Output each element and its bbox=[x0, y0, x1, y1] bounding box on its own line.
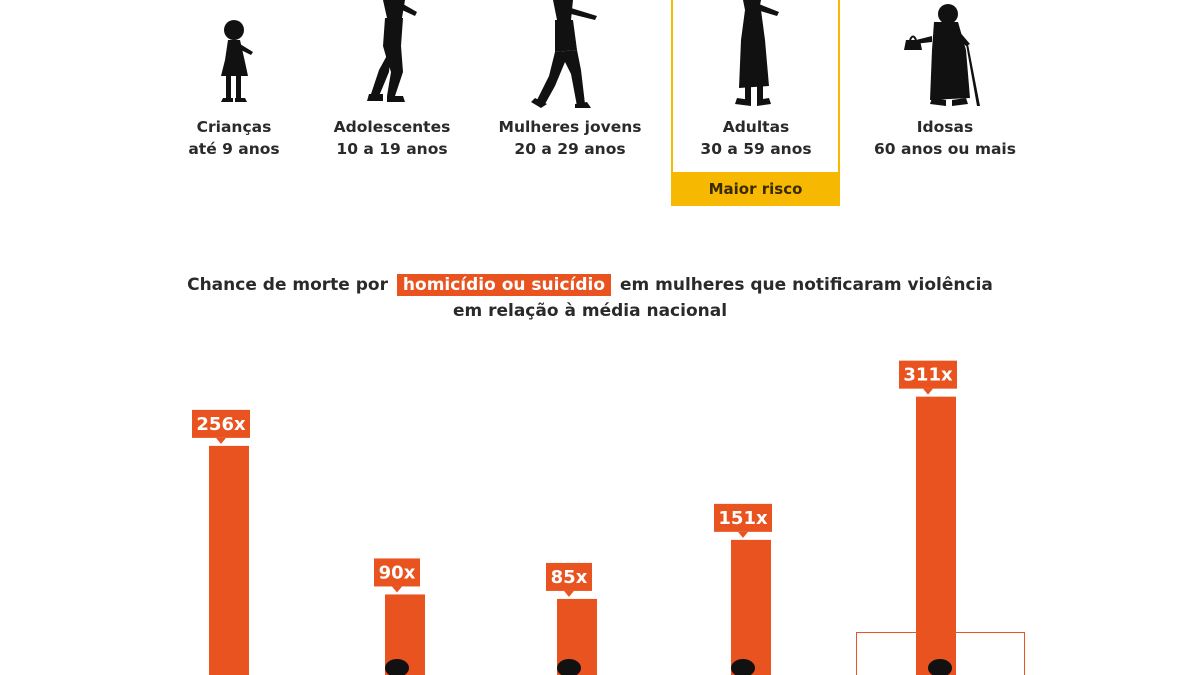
group-range: 20 a 29 anos bbox=[514, 140, 626, 158]
elderly-woman-silhouette-icon bbox=[904, 4, 980, 106]
bar bbox=[916, 396, 956, 675]
child-silhouette-icon bbox=[221, 20, 253, 102]
title-after: em mulheres que notificaram violência bbox=[619, 275, 993, 295]
title-before: Chance de morte por bbox=[187, 275, 388, 295]
title-line2: em relação à média nacional bbox=[452, 301, 728, 321]
group-label: Adultas 30 a 59 anos bbox=[671, 116, 841, 160]
young-woman-silhouette-icon bbox=[531, 0, 597, 108]
group-label: Mulheres jovens 20 a 29 anos bbox=[485, 116, 655, 160]
bar bbox=[731, 539, 771, 675]
chart-title: Chance de morte por homicídio ou suicídi… bbox=[0, 272, 1180, 324]
value-label: 256x bbox=[196, 414, 246, 435]
value-label: 311x bbox=[903, 365, 953, 386]
value-label-pointer bbox=[923, 388, 933, 395]
risk-badge: Maior risco bbox=[671, 172, 840, 206]
value-label-box bbox=[374, 558, 420, 587]
value-label-pointer bbox=[216, 437, 226, 444]
head-silhouette-icon bbox=[557, 659, 581, 675]
group-label: Adolescentes 10 a 19 anos bbox=[307, 116, 477, 160]
group-name: Crianças bbox=[196, 118, 272, 136]
head-silhouette-icon bbox=[928, 659, 952, 675]
head-silhouette-icon bbox=[385, 659, 409, 675]
bar bbox=[209, 445, 249, 675]
value-label-pointer bbox=[738, 531, 748, 538]
value-label-box bbox=[546, 562, 592, 591]
group-range: até 9 anos bbox=[188, 140, 280, 158]
group-range: 30 a 59 anos bbox=[700, 140, 812, 158]
head-silhouette-icon bbox=[731, 659, 755, 675]
value-label: 151x bbox=[718, 508, 768, 529]
value-label-box bbox=[192, 409, 250, 438]
group-name: Adultas bbox=[722, 118, 790, 136]
value-label: 85x bbox=[551, 567, 588, 588]
group-range: 60 anos ou mais bbox=[874, 140, 1016, 158]
value-label: 90x bbox=[379, 562, 416, 583]
group-label: Idosas 60 anos ou mais bbox=[860, 116, 1030, 160]
group-label: Crianças até 9 anos bbox=[149, 116, 319, 160]
value-label-box bbox=[714, 503, 772, 532]
value-label-pointer bbox=[564, 590, 574, 597]
group-range: 10 a 19 anos bbox=[336, 140, 448, 158]
group-name: Idosas bbox=[916, 118, 974, 136]
adult-woman-silhouette-icon bbox=[735, 0, 779, 106]
title-highlight: homicídio ou suicídio bbox=[396, 274, 612, 296]
group-name: Adolescentes bbox=[333, 118, 451, 136]
value-label-pointer bbox=[392, 586, 402, 593]
group-name: Mulheres jovens bbox=[498, 118, 642, 136]
teen-silhouette-icon bbox=[367, 0, 417, 102]
value-label-box bbox=[899, 360, 957, 389]
